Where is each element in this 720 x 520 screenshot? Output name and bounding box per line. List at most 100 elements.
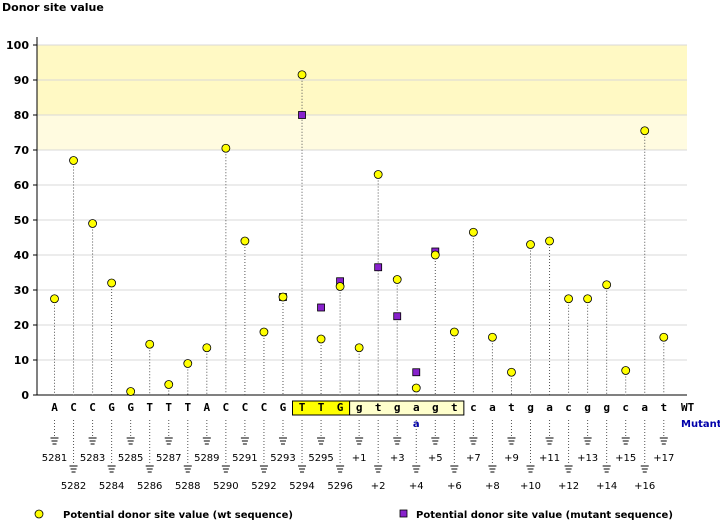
wt-point	[507, 367, 516, 377]
base-letter: t	[375, 401, 382, 414]
y-tick-label: 100	[6, 39, 29, 52]
position-label: +3	[390, 453, 405, 464]
position-label: 5285	[118, 453, 143, 464]
position-label: +10	[520, 481, 541, 492]
position-label: 5296	[327, 481, 352, 492]
position-label: +2	[371, 481, 386, 492]
position-label: 5288	[175, 481, 200, 492]
base-letter: A	[51, 401, 58, 414]
wt-point	[526, 240, 535, 249]
base-letter: T	[318, 401, 325, 414]
wt-point	[488, 332, 497, 342]
position-label: 5281	[42, 453, 67, 464]
wt-point	[449, 327, 459, 337]
wt-point	[88, 219, 97, 228]
wt-point	[354, 343, 364, 353]
y-tick-label: 80	[14, 109, 30, 122]
position-label: 5283	[80, 453, 105, 464]
y-tick-label: 70	[14, 144, 30, 157]
position-label: +14	[596, 481, 617, 492]
position-label: +9	[504, 453, 519, 464]
position-label: 5293	[270, 453, 295, 464]
y-tick-label: 60	[14, 179, 30, 192]
position-label: 5290	[213, 481, 238, 492]
base-letter: t	[451, 401, 458, 414]
wt-point	[145, 339, 155, 349]
legend-mutant-marker	[399, 509, 408, 518]
wt-point	[126, 387, 136, 396]
base-letter: G	[108, 401, 115, 414]
wt-point	[411, 383, 421, 393]
y-tick-label: 30	[14, 284, 30, 297]
base-letter: T	[165, 401, 172, 414]
position-label: +17	[653, 453, 674, 464]
y-tick-label: 10	[14, 354, 30, 367]
position-label: 5282	[61, 481, 86, 492]
wt-point	[583, 294, 593, 304]
wt-point	[373, 170, 383, 179]
base-letter: G	[280, 401, 287, 414]
y-tick-labels: 0 10 20 30 40 50 60 70 80 90 100	[6, 39, 29, 402]
base-letter: A	[204, 401, 211, 414]
wt-point	[659, 332, 669, 342]
base-letter: t	[660, 401, 667, 414]
mutant-point	[298, 111, 306, 119]
position-label: +1	[352, 453, 367, 464]
grid-lines	[33, 37, 687, 396]
base-letter: a	[413, 401, 420, 414]
base-letter: g	[432, 401, 439, 414]
wt-point	[602, 280, 612, 290]
base-letter: G	[127, 401, 134, 414]
wt-point	[297, 70, 307, 80]
position-label: +6	[447, 481, 462, 492]
mutant-point	[317, 303, 325, 312]
base-letter: T	[299, 401, 306, 414]
position-label: 5294	[289, 481, 314, 492]
position-label: 5289	[194, 453, 219, 464]
position-label: 5284	[99, 481, 124, 492]
legend-wt-label: Potential donor site value (wt sequence)	[63, 510, 293, 520]
base-letter: g	[603, 401, 610, 414]
wt-point	[50, 294, 59, 304]
y-tick-label: 90	[14, 74, 30, 87]
position-label: +4	[409, 481, 424, 492]
wt-point	[316, 334, 326, 344]
legend: Potential donor site value (wt sequence)…	[34, 509, 673, 520]
wt-point	[545, 236, 554, 246]
position-label: 5291	[232, 453, 257, 464]
wt-point	[240, 236, 250, 246]
base-letter: C	[223, 401, 230, 414]
y-tick-label: 40	[14, 249, 30, 262]
base-letter: t	[508, 401, 515, 414]
wt-point	[278, 292, 288, 302]
position-label: +5	[428, 453, 443, 464]
position-label: 5287	[156, 453, 181, 464]
wt-point	[107, 278, 117, 288]
position-label: 5286	[137, 481, 162, 492]
y-tick-label: 0	[21, 389, 29, 402]
mutant-row-label: Mutant	[681, 419, 720, 430]
y-tick-label: 50	[14, 214, 30, 227]
wt-point	[640, 126, 650, 136]
wt-point	[183, 359, 193, 368]
base-letter: a	[546, 401, 553, 414]
stems	[54, 74, 665, 395]
highlight-band-fade	[37, 115, 687, 150]
wt-point	[259, 327, 269, 337]
legend-wt-marker	[34, 509, 44, 519]
wt-point	[335, 282, 345, 291]
base-letter: g	[394, 401, 401, 414]
base-letter: g	[356, 401, 363, 414]
wt-point	[430, 250, 440, 260]
base-letter: g	[527, 401, 534, 414]
wt-point	[564, 294, 573, 304]
base-letter: c	[565, 401, 572, 414]
mutant-base: a	[413, 419, 420, 430]
base-letter: T	[184, 401, 191, 414]
position-label: 5292	[251, 481, 276, 492]
position-label: +11	[539, 453, 560, 464]
base-letter: c	[470, 401, 477, 414]
legend-mutant-label: Potential donor site value (mutant seque…	[416, 510, 673, 520]
